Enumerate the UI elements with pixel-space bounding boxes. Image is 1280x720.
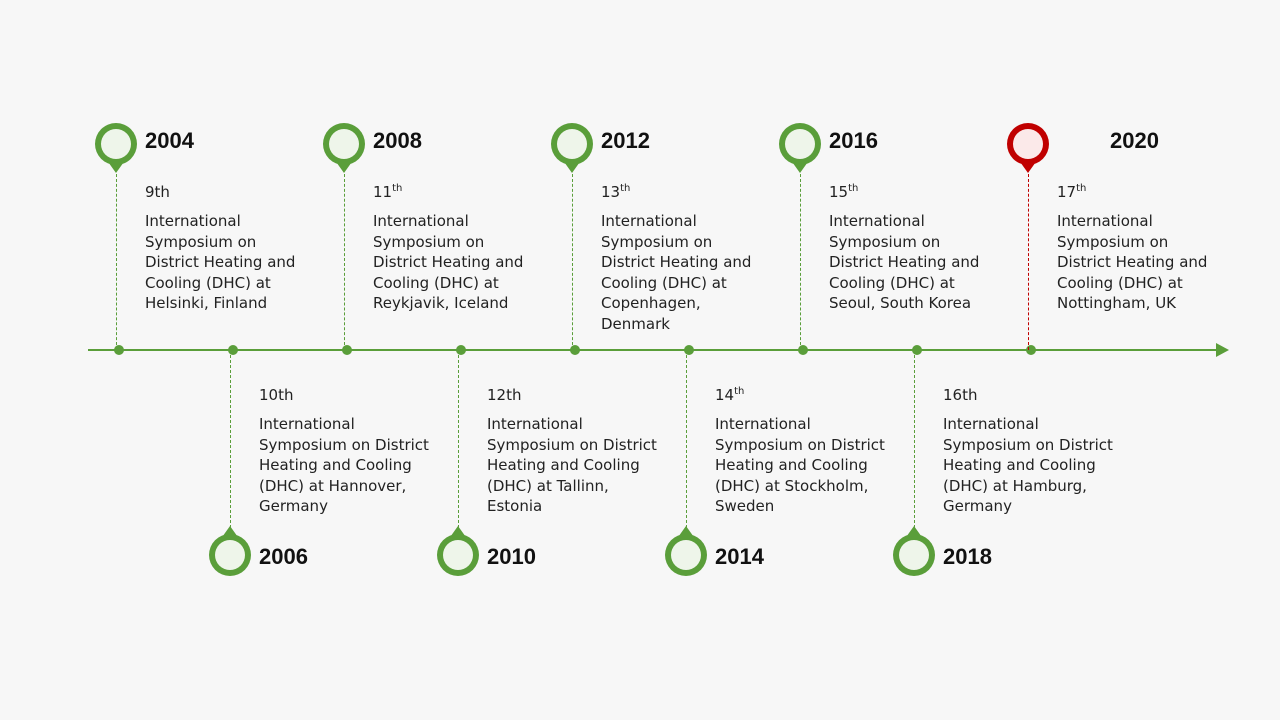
map-pin-icon <box>778 120 822 176</box>
map-pin-icon <box>550 120 594 176</box>
timeline-connector <box>116 174 117 350</box>
timeline-connector <box>230 350 231 528</box>
event-description: International Symposium on District Heat… <box>145 212 296 312</box>
timeline-connector <box>572 174 573 350</box>
map-pin-icon <box>664 523 708 579</box>
event-description: International Symposium on District Heat… <box>715 415 885 515</box>
timeline-connector <box>344 174 345 350</box>
timeline-connector <box>800 174 801 350</box>
event-ordinal: 16th <box>943 386 978 404</box>
timeline-axis <box>88 349 1220 351</box>
timeline-connector <box>458 350 459 528</box>
timeline-connector <box>1028 174 1029 350</box>
timeline-connector <box>686 350 687 528</box>
map-pin-icon <box>436 523 480 579</box>
event-year: 2018 <box>943 544 992 569</box>
event-year: 2014 <box>715 544 764 569</box>
event-description: International Symposium on District Heat… <box>259 415 429 515</box>
timeline-connector <box>914 350 915 528</box>
event-ordinal: 15th <box>829 183 859 201</box>
map-pin-icon <box>94 120 138 176</box>
map-pin-icon <box>322 120 366 176</box>
event-year: 2006 <box>259 544 308 569</box>
timeline-tick <box>798 345 808 355</box>
event-year: 2020 <box>1110 128 1159 153</box>
event-ordinal: 12th <box>487 386 522 404</box>
event-description: International Symposium on District Heat… <box>829 212 980 312</box>
event-ordinal: 11th <box>373 183 403 201</box>
event-ordinal: 17th <box>1057 183 1087 201</box>
timeline-tick <box>684 345 694 355</box>
event-ordinal: 13th <box>601 183 631 201</box>
event-year: 2008 <box>373 128 422 153</box>
map-pin-icon <box>892 523 936 579</box>
event-year: 2012 <box>601 128 650 153</box>
event-description: International Symposium on District Heat… <box>373 212 524 312</box>
event-description: International Symposium on District Heat… <box>1057 212 1208 312</box>
event-description: International Symposium on District Heat… <box>943 415 1113 515</box>
map-pin-icon-highlighted <box>1006 120 1050 176</box>
timeline-tick <box>570 345 580 355</box>
timeline-tick <box>342 345 352 355</box>
timeline-tick <box>228 345 238 355</box>
timeline-tick <box>456 345 466 355</box>
event-year: 2016 <box>829 128 878 153</box>
timeline-tick <box>1026 345 1036 355</box>
event-year: 2004 <box>145 128 194 153</box>
event-description: International Symposium on District Heat… <box>487 415 657 515</box>
event-ordinal: 9th <box>145 183 170 201</box>
event-description: International Symposium on District Heat… <box>601 212 752 333</box>
timeline-tick <box>114 345 124 355</box>
map-pin-icon <box>208 523 252 579</box>
event-ordinal: 14th <box>715 386 745 404</box>
timeline-arrowhead <box>1216 343 1229 357</box>
timeline-tick <box>912 345 922 355</box>
event-year: 2010 <box>487 544 536 569</box>
event-ordinal: 10th <box>259 386 294 404</box>
